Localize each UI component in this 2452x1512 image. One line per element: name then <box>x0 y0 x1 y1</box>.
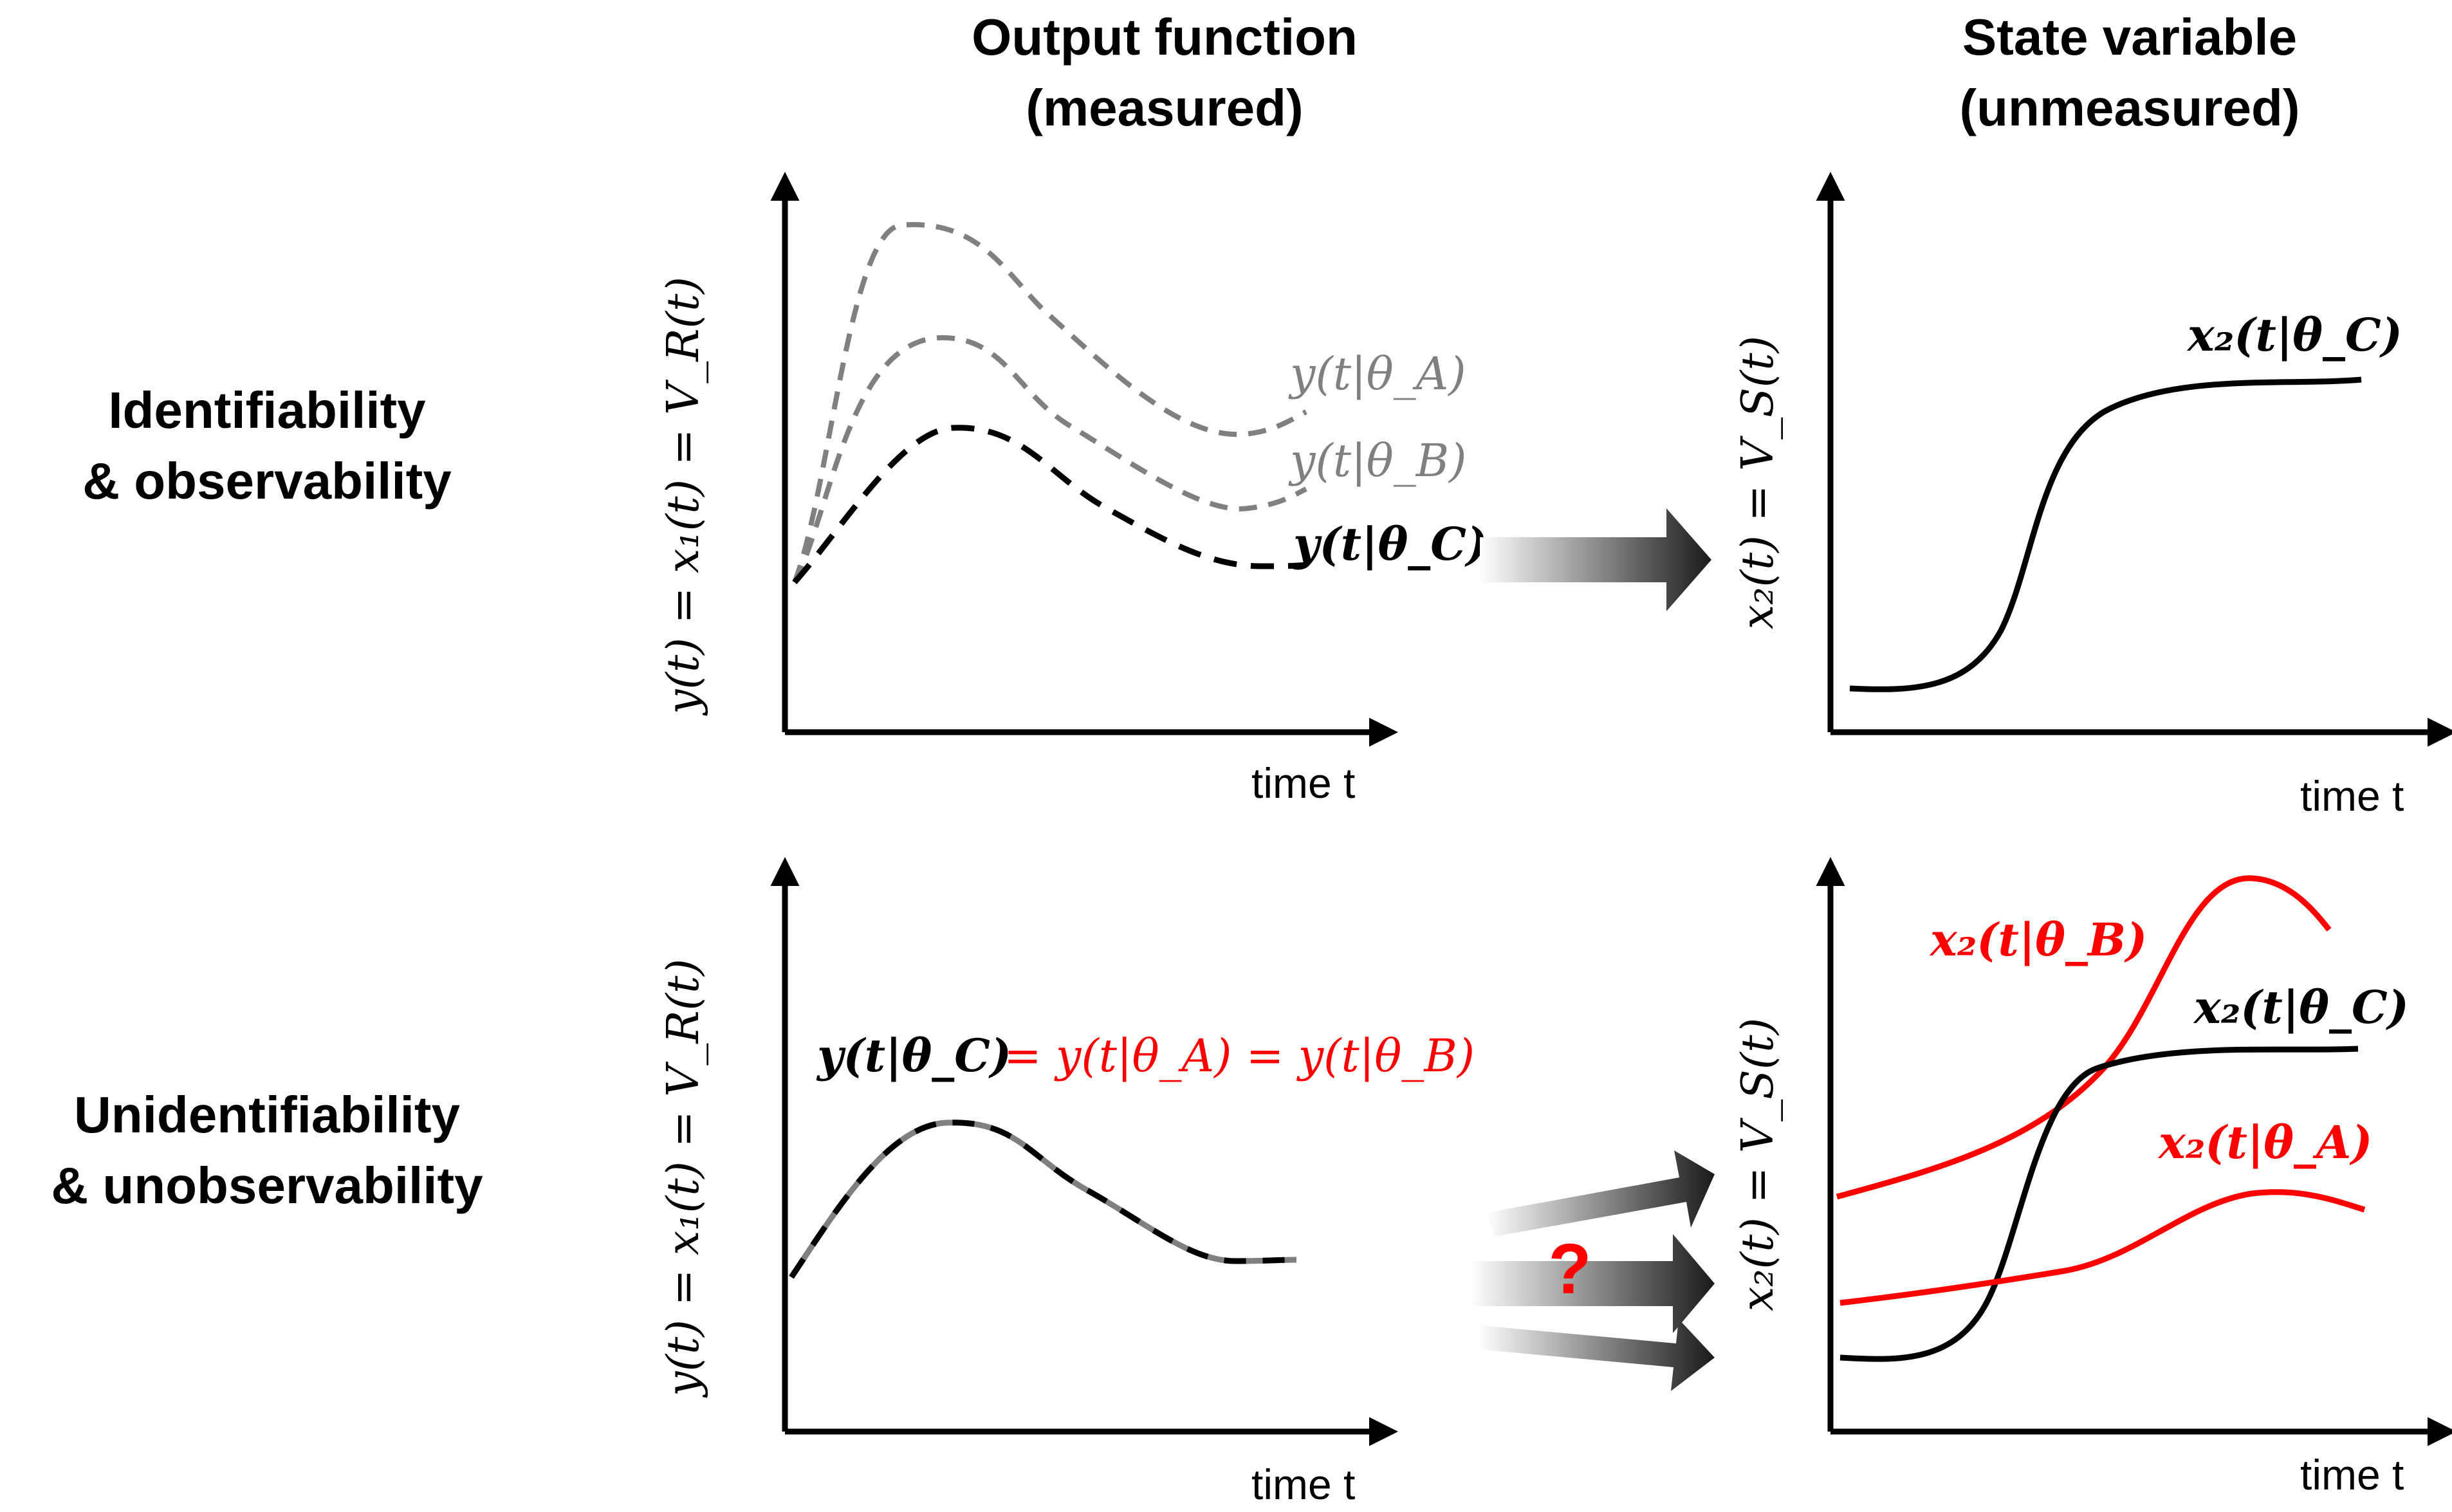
y-axis-label: x₂(t) = V_S(t) <box>1733 1018 1784 1311</box>
mapping-arrow-middle <box>1470 1234 1715 1333</box>
panel-bottom-left: time t y(t) = x₁(t) = V_R(t) y(t|θ_C) = … <box>658 857 1475 1508</box>
label-y-theta-a-b-equal: = y(t|θ_A) = y(t|θ_B) <box>1004 1029 1475 1082</box>
y-axis-label: y(t) = x₁(t) = V_R(t) <box>658 277 709 716</box>
curve-y-theta-a <box>792 222 1307 584</box>
row-label-top-line2: & observability <box>82 452 452 510</box>
label-y-theta-c: y(t|θ_C) <box>1292 517 1488 571</box>
row-label-top-line1: Identifiability <box>108 382 426 439</box>
row-label-bottom-line2: & unobservability <box>51 1157 483 1214</box>
output-header-line2: (measured) <box>1026 79 1303 136</box>
y-axis-label: y(t) = x₁(t) = V_R(t) <box>658 959 709 1398</box>
row-label-bottom-line1: Unidentifiability <box>74 1086 461 1143</box>
curve-y-theta-ab <box>789 1120 1297 1279</box>
mapping-arrow-down <box>1477 1319 1715 1391</box>
curve-y-theta-b <box>792 335 1307 584</box>
label-x2-theta-a: x₂(t|θ_A) <box>2157 1116 2372 1169</box>
y-axis-label: x₂(t) = V_S(t) <box>1733 336 1784 629</box>
time-axis-label: time t <box>2300 1451 2404 1498</box>
question-mark: ? <box>1548 1230 1591 1309</box>
state-header-line2: (unmeasured) <box>1960 79 2300 136</box>
curve-x2-theta-c <box>1839 1046 2359 1362</box>
panel-top-left: time t y(t) = x₁(t) = V_R(t) y(t|θ_A) y(… <box>658 172 1488 807</box>
panel-top-right: time t x₂(t) = V_S(t) x₂(t|θ_C) <box>1733 172 2452 820</box>
time-axis-label: time t <box>1251 759 1355 807</box>
state-header-line1: State variable <box>1962 8 2297 66</box>
mapping-arrow-up <box>1486 1150 1715 1237</box>
label-x2-theta-b: x₂(t|θ_B) <box>1929 913 2147 966</box>
time-axis-label: time t <box>1251 1461 1355 1508</box>
panel-bottom-right: time t x₂(t) = V_S(t) x₂(t|θ_B) x₂(t|θ_C… <box>1733 857 2452 1498</box>
mapping-arrow <box>1480 508 1711 611</box>
curve-y-theta-c <box>792 425 1307 584</box>
label-y-theta-c: y(t|θ_C) <box>816 1029 1011 1082</box>
ambiguous-mapping-arrows: ? <box>1470 1150 1715 1391</box>
label-x2-theta-c: x₂(t|θ_C) <box>2193 981 2409 1034</box>
curve-x2-theta-c <box>1849 376 2362 692</box>
curve-x2-theta-a <box>1839 1189 2366 1306</box>
output-header-line1: Output function <box>972 8 1358 66</box>
curve-x2-theta-b <box>1836 875 2332 1200</box>
time-axis-label: time t <box>2300 772 2404 820</box>
curve-y-theta-c <box>789 1120 1297 1279</box>
label-y-theta-a: y(t|θ_A) <box>1288 347 1466 400</box>
label-x2-theta-c: x₂(t|θ_C) <box>2186 308 2402 362</box>
label-y-theta-b: y(t|θ_B) <box>1288 434 1466 487</box>
